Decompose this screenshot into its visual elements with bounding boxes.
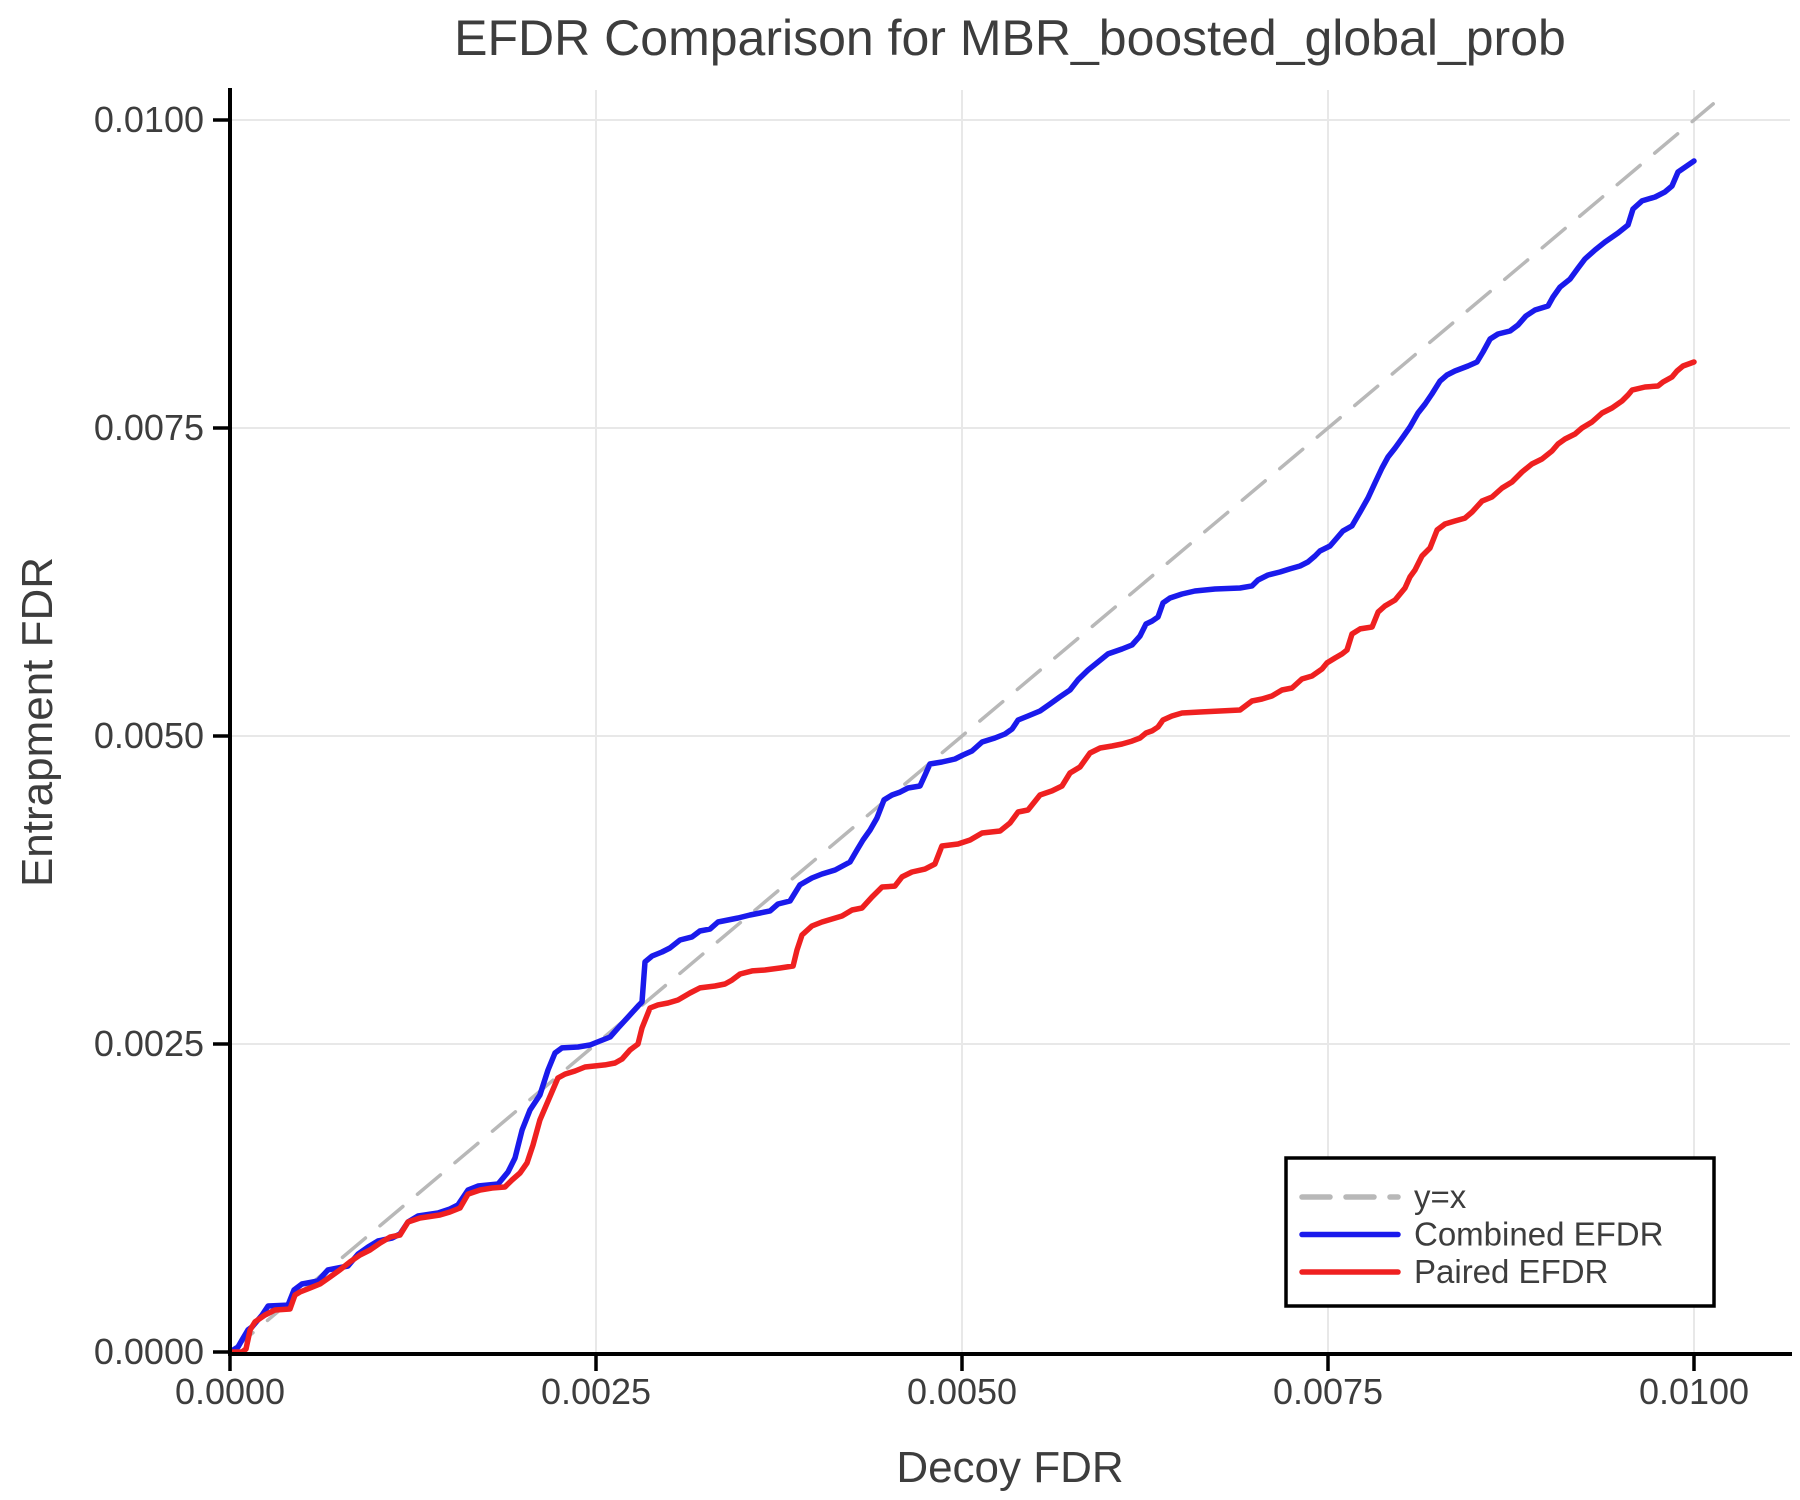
y-x-line (228, 102, 1715, 1354)
x-tick-label: 0.0000 (175, 1371, 285, 1412)
combined-efdr-line (227, 158, 1697, 1355)
y-tick-label: 0.0075 (94, 407, 204, 448)
y-tick-label: 0.0050 (94, 715, 204, 756)
legend-label: y=x (1414, 1178, 1467, 1215)
y-tick-labels: 0.0000 0.0025 0.0050 0.0075 0.0100 (94, 99, 204, 1372)
curves-group (227, 158, 1697, 1355)
x-tick-labels: 0.0000 0.0025 0.0050 0.0075 0.0100 (175, 1371, 1749, 1412)
legend-label: Combined EFDR (1414, 1216, 1663, 1253)
tick-marks (213, 118, 1696, 1371)
paired-efdr-line (227, 359, 1697, 1355)
x-tick-label: 0.0025 (541, 1371, 651, 1412)
chart-title: EFDR Comparison for MBR_boosted_global_p… (454, 10, 1566, 66)
y-tick-label: 0.0025 (94, 1023, 204, 1064)
identity-line-group (228, 102, 1715, 1354)
y-axis-label: Entrapment FDR (13, 557, 62, 887)
axis-spines (228, 88, 1792, 1356)
x-tick-label: 0.0050 (907, 1371, 1017, 1412)
x-tick-label: 0.0075 (1273, 1371, 1383, 1412)
gridlines (230, 90, 1790, 1354)
y-tick-label: 0.0000 (94, 1331, 204, 1372)
y-tick-label: 0.0100 (94, 99, 204, 140)
legend-label: Paired EFDR (1414, 1253, 1608, 1290)
x-axis-label: Decoy FDR (896, 1443, 1123, 1492)
x-tick-label: 0.0100 (1639, 1371, 1749, 1412)
